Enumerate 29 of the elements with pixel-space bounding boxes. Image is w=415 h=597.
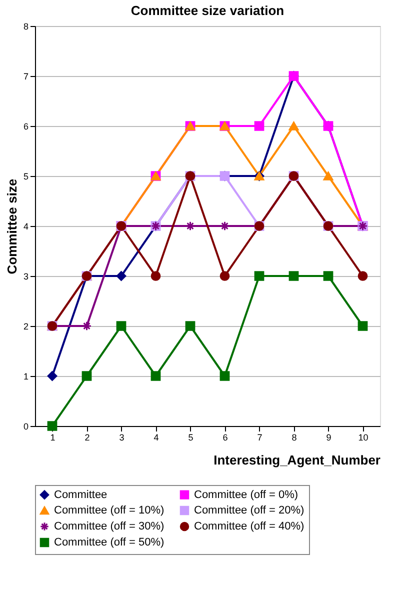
x-tick-label: 5 — [188, 432, 194, 442]
legend-label: Committee (off = 10%) — [54, 504, 164, 516]
y-tick-label: 8 — [23, 22, 28, 32]
y-tick-label: 3 — [23, 272, 28, 282]
x-axis-title: Interesting_Agent_Number — [214, 452, 380, 468]
legend-label: Committee (off = 20%) — [194, 504, 304, 516]
y-tick-label: 1 — [23, 372, 28, 382]
x-tick-label: 9 — [326, 432, 332, 442]
y-tick-label: 2 — [23, 322, 28, 332]
y-tick-label: 4 — [23, 222, 28, 232]
chart-title: Committee size variation — [130, 3, 284, 18]
x-tick-label: 2 — [84, 432, 90, 442]
legend-label: Committee (off = 30%) — [54, 520, 164, 532]
y-axis-title: Committee size — [4, 178, 20, 274]
y-tick-label: 7 — [23, 72, 28, 82]
x-tick-label: 6 — [222, 432, 228, 442]
legend-label: Committee (off = 0%) — [194, 488, 298, 501]
legend-label: Committee (off = 40%) — [194, 520, 304, 532]
y-tick-label: 6 — [23, 122, 28, 132]
y-tick-label: 0 — [23, 422, 28, 432]
x-tick-label: 1 — [50, 432, 56, 442]
x-tick-label: 8 — [292, 432, 297, 442]
x-tick-label: 7 — [257, 432, 262, 442]
legend-label: Committee (off = 50%) — [54, 536, 164, 548]
x-tick-label: 3 — [119, 432, 124, 442]
y-tick-label: 5 — [23, 172, 28, 182]
x-tick-label: 10 — [358, 432, 368, 442]
x-tick-label: 4 — [154, 432, 159, 442]
legend-label: Committee — [54, 488, 108, 501]
